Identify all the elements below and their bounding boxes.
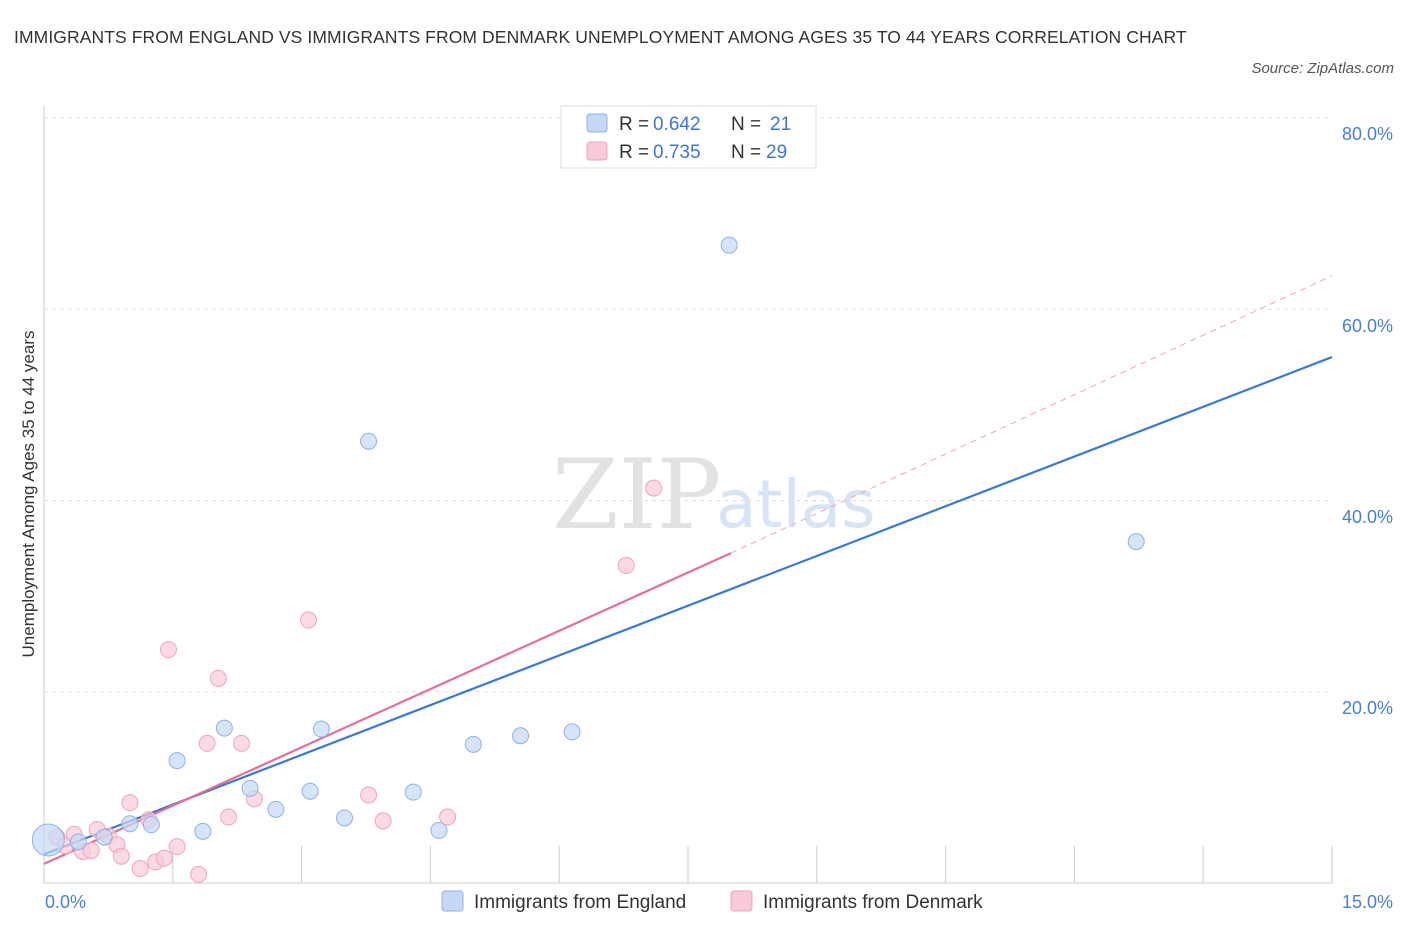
england-trend-line — [43, 356, 1333, 856]
series-legend: Immigrants from England Immigrants from … — [441, 890, 983, 913]
england-series-label: Immigrants from England — [474, 892, 686, 913]
england-point — [360, 432, 378, 450]
england-r-value: 0.642 — [653, 114, 701, 135]
y-tick-label: 40.0% — [1342, 507, 1393, 527]
denmark-point — [198, 734, 216, 752]
trend-lines — [43, 275, 1333, 865]
england-point — [404, 783, 422, 801]
england-point — [267, 800, 285, 818]
watermark: ZIP atlas — [552, 439, 876, 551]
y-tick-label: 20.0% — [1342, 698, 1393, 718]
denmark-series-label: Immigrants from Denmark — [763, 892, 983, 913]
england-point — [95, 828, 113, 846]
chart-title: IMMIGRANTS FROM ENGLAND VS IMMIGRANTS FR… — [14, 27, 1187, 47]
denmark-n-value: 29 — [766, 142, 787, 163]
denmark-point — [232, 734, 250, 752]
watermark-zip: ZIP — [552, 439, 721, 551]
denmark-point — [617, 557, 635, 575]
denmark-n-label: N = — [731, 142, 761, 163]
denmark-point — [645, 479, 663, 497]
england-point — [430, 821, 448, 839]
denmark-point — [220, 808, 238, 826]
england-point — [215, 719, 233, 737]
source-label: Source: ZipAtlas.com — [1251, 60, 1394, 77]
denmark-point — [168, 838, 186, 856]
england-point — [142, 816, 160, 834]
england-point — [312, 720, 330, 738]
denmark-point — [160, 641, 178, 659]
denmark-point — [360, 786, 378, 804]
england-point — [121, 815, 139, 833]
denmark-r-label: R = — [619, 142, 649, 163]
denmark-point — [209, 669, 227, 687]
denmark-r-value: 0.735 — [653, 142, 701, 163]
y-axis-label: Unemployment Among Ages 35 to 44 years — [19, 331, 38, 658]
england-point — [31, 823, 65, 857]
denmark-point — [121, 794, 139, 812]
y-tick-labels: 20.0% 40.0% 60.0% 80.0% — [1342, 124, 1393, 718]
england-point — [464, 735, 482, 753]
denmark-trend-line — [43, 552, 732, 865]
watermark-atlas: atlas — [716, 466, 876, 543]
england-point — [720, 236, 738, 254]
denmark-point — [112, 847, 130, 865]
england-point — [194, 822, 212, 840]
england-point — [1127, 533, 1145, 551]
denmark-legend-swatch — [586, 141, 608, 161]
england-points — [31, 236, 1145, 857]
denmark-points — [48, 479, 663, 883]
england-point — [69, 833, 87, 851]
england-point — [301, 782, 319, 800]
england-n-value: 21 — [770, 114, 791, 135]
denmark-point — [131, 860, 149, 878]
england-point — [336, 809, 354, 827]
denmark-point — [439, 808, 457, 826]
england-r-label: R = — [619, 114, 649, 135]
england-point — [168, 752, 186, 770]
x-tick-marks — [172, 846, 1333, 883]
england-legend-swatch — [586, 113, 608, 133]
england-point — [241, 779, 259, 797]
denmark-point — [82, 841, 100, 859]
denmark-series-swatch — [730, 890, 753, 912]
y-tick-label: 80.0% — [1342, 124, 1393, 144]
denmark-point — [155, 849, 173, 867]
x-tick-label-min: 0.0% — [45, 892, 86, 912]
y-tick-label: 60.0% — [1342, 316, 1393, 336]
england-point — [512, 727, 530, 745]
england-n-label: N = — [731, 114, 761, 135]
denmark-point — [190, 865, 208, 883]
stats-legend: R = 0.642 N = 21 R = 0.735 N = 29 — [560, 105, 817, 169]
denmark-point — [299, 611, 317, 629]
denmark-point — [374, 812, 392, 830]
england-series-swatch — [441, 890, 464, 912]
england-point — [563, 723, 581, 741]
x-tick-label-max: 15.0% — [1342, 892, 1393, 912]
denmark-trend-extension — [730, 275, 1333, 554]
